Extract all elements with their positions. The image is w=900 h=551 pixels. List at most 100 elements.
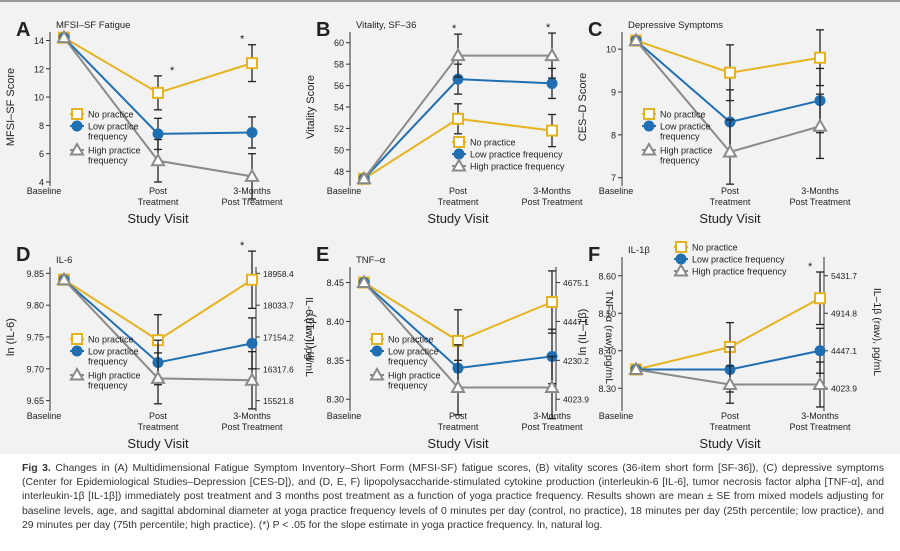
x-tick-label: Treatment: [710, 197, 751, 207]
legend-label: Low practice: [88, 347, 139, 357]
legend-marker-no: [453, 136, 465, 148]
x-tick-label: 3-Months: [233, 411, 271, 421]
x-axis-title: Study Visit: [699, 211, 761, 226]
legend-marker-no: [71, 333, 83, 345]
data-point-low: [246, 126, 258, 138]
x-tick-label: Treatment: [138, 422, 179, 432]
x-tick-label: Post Treatment: [789, 197, 851, 207]
legend-label: frequency: [660, 132, 700, 142]
y-tick-label: 8.40: [326, 317, 344, 327]
y-tick-label: 4: [39, 178, 44, 188]
panel-letter: B: [316, 19, 330, 41]
data-point-no: [546, 124, 558, 137]
y-tick-label: 9: [611, 88, 616, 98]
legend: No practice Low practice frequency High pr…: [673, 241, 787, 277]
legend-label: Low practice frequency: [692, 255, 785, 265]
data-point-no: [246, 273, 258, 286]
legend-label: frequency: [388, 357, 428, 367]
legend-label: No practice: [470, 138, 516, 148]
y-tick-label: 8.60: [598, 271, 616, 281]
data-point-low: [814, 345, 826, 357]
x-tick-label: Baseline: [27, 411, 62, 421]
y-axis-label: ln (IL–1β): [305, 314, 317, 361]
y-tick-label: 8.30: [598, 384, 616, 394]
chart-title: Depressive Symptoms: [628, 20, 723, 31]
legend-label: frequency: [88, 156, 128, 166]
legend-label: No practice: [388, 335, 434, 345]
right-tick-label: 17154.2: [263, 333, 294, 343]
y-axis-label: MFSI–SF Score: [5, 68, 17, 146]
chart-panel-e: E TNF–α 8.30 8.35 8.40 8.45 ln (IL–1β) 4023.9 42…: [305, 244, 615, 451]
legend-label: No practice: [692, 243, 738, 253]
legend-marker-no: [675, 241, 687, 253]
data-point-high: [450, 379, 466, 394]
x-tick-label: Post: [149, 411, 168, 421]
y-tick-label: 9.65: [26, 396, 44, 406]
x-tick-label: Post: [449, 411, 468, 421]
x-tick-label: Post Treatment: [521, 422, 583, 432]
right-tick-label: 18033.7: [263, 301, 294, 311]
significance-marker: *: [452, 23, 457, 35]
legend-marker-no: [371, 333, 383, 345]
y-tick-label: 10: [606, 45, 616, 55]
y-tick-label: 9.85: [26, 269, 44, 279]
y-tick-label: 9.75: [26, 333, 44, 343]
legend-marker-high: [69, 366, 85, 381]
legend-label: High practice: [660, 146, 713, 156]
figure-caption: Fig 3. Changes in (A) Multidimensional F…: [22, 462, 884, 533]
data-point-high: [356, 170, 372, 185]
data-point-high: [150, 152, 166, 167]
y-tick-label: 10: [34, 93, 44, 103]
x-tick-label: Baseline: [27, 186, 62, 196]
right-tick-label: 15521.8: [263, 396, 294, 406]
right-tick-label: 4023.9: [563, 395, 589, 405]
legend-label: Low practice: [388, 347, 439, 357]
data-point-low: [546, 77, 558, 89]
legend-marker-no: [643, 108, 655, 120]
y-tick-label: 7: [611, 173, 616, 183]
data-point-no: [246, 57, 258, 70]
y-axis-label: Vitality Score: [305, 75, 317, 139]
x-tick-label: Post: [721, 411, 740, 421]
chart-title: IL-1β: [628, 245, 650, 256]
legend-marker-high: [641, 141, 657, 156]
figure-svg: A MFSI–SF Fatigue 4 6 8 10 12 14 MFSI–SF Score Ba…: [5, 19, 883, 451]
data-point-high: [244, 168, 260, 182]
chart-title: MFSI–SF Fatigue: [56, 20, 130, 31]
legend-marker-high: [673, 262, 689, 277]
panel-letter: C: [588, 19, 602, 41]
data-point-high: [812, 118, 828, 132]
legend-marker-no: [71, 108, 83, 120]
caption-label: Fig 3.: [22, 463, 51, 474]
x-tick-label: Treatment: [710, 422, 751, 432]
x-tick-label: 3-Months: [801, 186, 839, 196]
right-tick-label: 18958.4: [263, 269, 294, 279]
legend-marker-low: [71, 345, 83, 357]
y-tick-label: 8.50: [598, 309, 616, 319]
panel-letter: F: [588, 244, 600, 266]
x-tick-label: Baseline: [327, 411, 362, 421]
legend-marker-low: [643, 120, 655, 132]
y-tick-label: 8.30: [326, 395, 344, 405]
legend-label: Low practice: [88, 122, 139, 132]
legend-label: No practice: [660, 110, 706, 120]
y-tick-label: 9.80: [26, 301, 44, 311]
data-point-no: [814, 292, 826, 305]
data-point-high: [450, 47, 466, 62]
x-axis-title: Study Visit: [127, 436, 189, 451]
right-tick-label: 5431.7: [831, 271, 857, 281]
y-tick-label: 48: [334, 167, 344, 177]
legend-label: frequency: [388, 381, 428, 391]
caption-text: Changes in (A) Multidimensional Fatigue …: [22, 463, 885, 531]
panel-letter: A: [16, 19, 30, 41]
x-tick-label: Post Treatment: [521, 197, 583, 207]
y-tick-label: 54: [334, 103, 344, 113]
data-point-high: [356, 274, 372, 289]
data-point-low: [246, 337, 258, 349]
right-tick-label: 4447.1: [831, 346, 857, 356]
legend-label: No practice: [88, 335, 134, 345]
y-axis-label: ln (IL-6): [5, 318, 17, 356]
x-tick-label: Baseline: [599, 186, 634, 196]
significance-marker: *: [240, 240, 245, 252]
